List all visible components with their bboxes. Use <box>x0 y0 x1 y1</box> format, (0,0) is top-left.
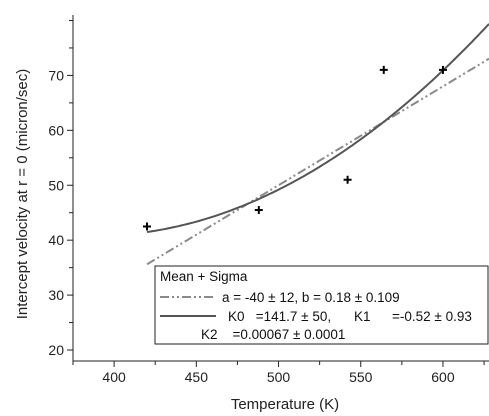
legend-title: Mean + Sigma <box>160 269 248 284</box>
x-tick-label: 600 <box>431 369 455 385</box>
y-axis-title: Intercept velocity at r = 0 (micron/sec) <box>14 69 31 320</box>
y-tick-label: 70 <box>48 67 64 83</box>
legend-entry-linear: a = -40 ± 12, b = 0.18 ± 0.109 <box>222 290 400 305</box>
legend-entry-k2: K2 =0.00067 ± 0.0001 <box>201 327 345 342</box>
y-tick-label: 40 <box>48 232 64 248</box>
data-point-3 <box>379 65 388 74</box>
data-point-1 <box>254 205 263 214</box>
fit-line-quadratic <box>146 23 489 233</box>
legend: Mean + Sigma a = -40 ± 12, b = 0.18 ± 0.… <box>154 265 489 345</box>
data-point-0 <box>142 222 151 231</box>
axes: 400 450 500 550 600 20 30 40 50 60 70 Temperature (… <box>14 15 489 413</box>
x-axis-title: Temperature (K) <box>231 396 339 413</box>
legend-entry-k0: K0 =141.7 ± 50, <box>228 309 331 324</box>
fit-line-linear <box>146 57 489 266</box>
y-tick-label: 30 <box>48 287 64 303</box>
x-tick-label: 450 <box>185 369 209 385</box>
data-point-4 <box>438 65 447 74</box>
plot-area <box>142 23 489 266</box>
legend-box <box>154 265 489 345</box>
y-tick-label: 20 <box>48 342 64 358</box>
y-tick-label: 50 <box>48 177 64 193</box>
legend-entry-k1-label: K1 <box>354 309 371 324</box>
y-tick-label: 60 <box>48 122 64 138</box>
x-tick-label: 500 <box>267 369 291 385</box>
x-tick-label: 550 <box>349 369 373 385</box>
data-point-2 <box>343 175 352 184</box>
x-tick-label: 400 <box>102 369 126 385</box>
legend-entry-k1-value: =-0.52 ± 0.93 <box>392 309 472 324</box>
